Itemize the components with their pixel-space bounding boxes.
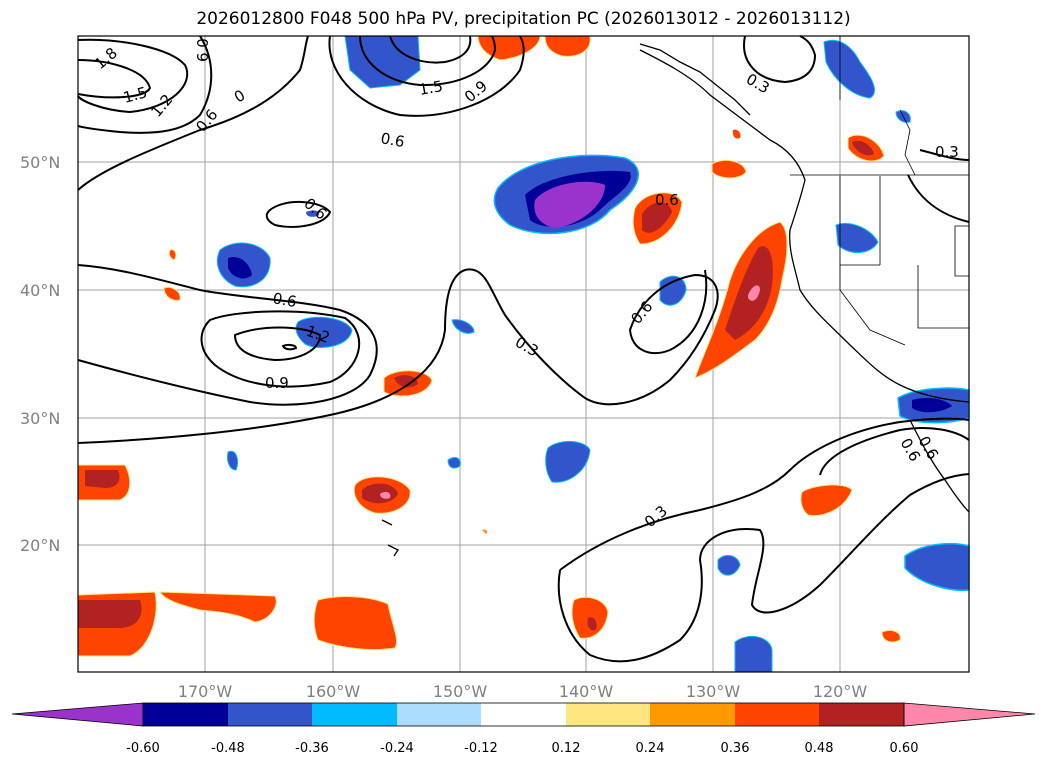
colorbar-tick-label: -0.60 <box>126 741 160 756</box>
contour-label: 0.6 <box>271 289 298 311</box>
lon-label: 150°W <box>433 682 488 701</box>
colorbar-segment <box>143 703 228 726</box>
colorbar-segment <box>481 703 566 726</box>
colorbar-tick-label: 0.60 <box>890 741 919 756</box>
colorbar-tick-label: -0.24 <box>380 741 414 756</box>
colorbar-tick-label: 0.24 <box>636 741 665 756</box>
contour-label: 0.3 <box>935 143 959 161</box>
colorbar-segment <box>397 703 481 726</box>
map-frame <box>77 35 970 673</box>
lat-label: 20°N <box>20 536 60 555</box>
colorbar-segment <box>735 703 819 726</box>
lat-label: 50°N <box>20 153 60 172</box>
positive-precip-areas <box>77 35 901 657</box>
colorbar-segment <box>312 703 397 726</box>
map-panel <box>78 36 969 672</box>
colorbar-outline <box>142 702 905 727</box>
colorbar-tick-label: 0.36 <box>721 741 750 756</box>
colorbar-segment <box>566 703 650 726</box>
contour-label: 1.5 <box>418 77 445 99</box>
latitude-labels: 50°N 40°N 30°N 20°N <box>20 153 60 555</box>
lat-label: 40°N <box>20 281 60 300</box>
colorbar-extend-left <box>11 702 144 727</box>
lon-label: 160°W <box>306 682 361 701</box>
colorbar-tick-label: 0.48 <box>805 741 834 756</box>
colorbar-segment <box>819 703 904 726</box>
lon-label: 130°W <box>686 682 741 701</box>
colorbar-tick-label: -0.12 <box>464 741 498 756</box>
colorbar: -0.60 -0.48 -0.36 -0.24 -0.12 0.12 0.24 … <box>11 702 1036 756</box>
colorbar-tick-label: -0.48 <box>211 741 245 756</box>
lon-label: 120°W <box>813 682 868 701</box>
colorbar-segment <box>228 703 312 726</box>
contour-label: 0.9 <box>265 374 289 392</box>
gridlines <box>78 36 969 672</box>
contour-label: 6.0 <box>194 38 212 62</box>
contour-label: 0.6 <box>379 129 406 151</box>
coastlines <box>381 43 970 557</box>
colorbar-segment <box>650 703 735 726</box>
colorbar-tick-label: 0.12 <box>552 741 581 756</box>
lon-label: 140°W <box>559 682 614 701</box>
map-title: 2026012800 F048 500 hPa PV, precipitatio… <box>196 9 851 29</box>
lat-label: 30°N <box>20 409 60 428</box>
pv-contours <box>77 35 970 663</box>
contour-label: 1.5 <box>121 83 149 107</box>
colorbar-tick-label: -0.36 <box>295 741 329 756</box>
lon-label: 170°W <box>178 682 233 701</box>
colorbar-extend-right <box>903 702 1036 727</box>
contour-label: 0.6 <box>655 191 679 209</box>
longitude-labels: 170°W 160°W 150°W 140°W 130°W 120°W <box>178 682 868 701</box>
